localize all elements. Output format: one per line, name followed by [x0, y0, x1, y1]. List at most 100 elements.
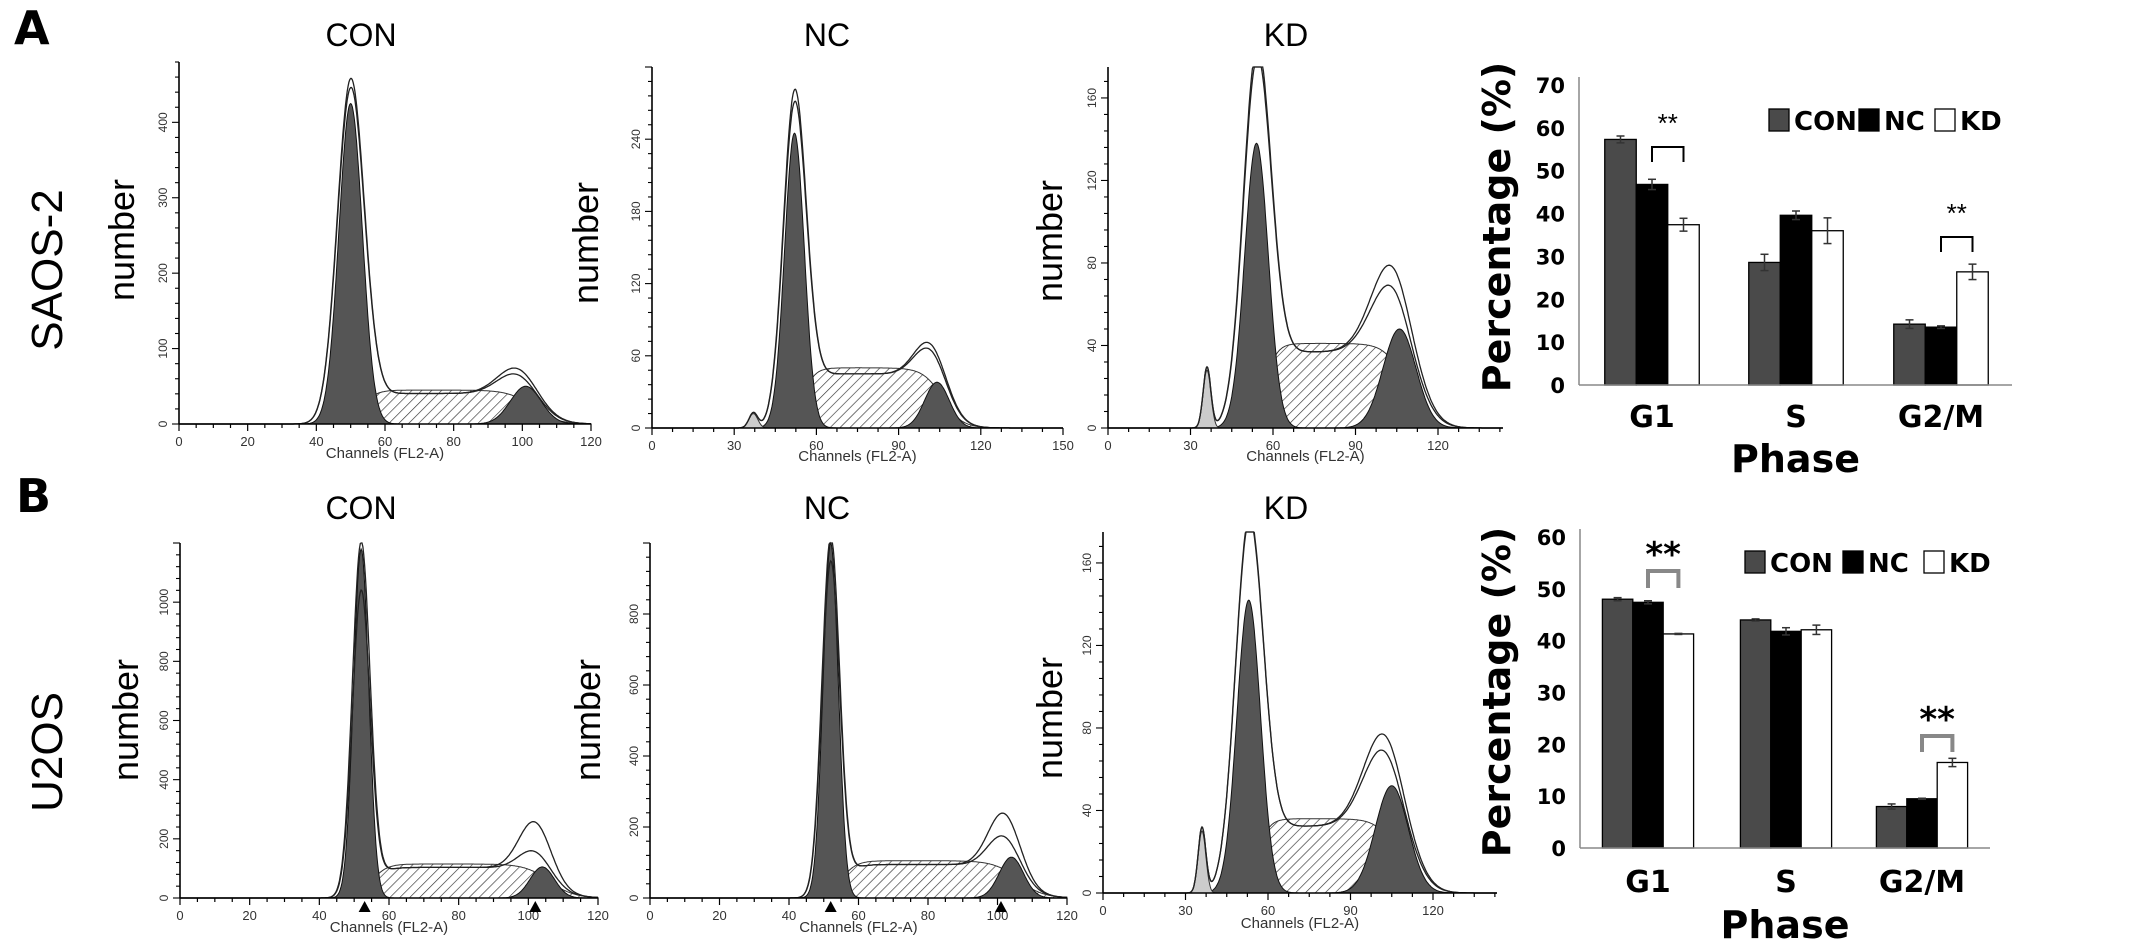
bar-kd-s: [1800, 629, 1833, 849]
y-tick-label: 50: [1537, 578, 1566, 602]
x-tick-label: 120: [580, 434, 602, 449]
x-tick-label: 100: [511, 434, 533, 449]
y-tick-label: 0: [1551, 837, 1566, 861]
legend-swatch-con: [1768, 108, 1790, 132]
y-tick-label: 0: [156, 420, 170, 427]
x-tick-label: 60: [378, 434, 392, 449]
x-tick-label: 60: [1261, 903, 1275, 918]
histogram-title: KD: [1264, 490, 1308, 526]
x-tick-label: 30: [1178, 903, 1192, 918]
x-tick-label: 60: [382, 908, 396, 923]
y-tick-label: 30: [1536, 245, 1565, 269]
bar-nc-g2m: [1924, 326, 1958, 386]
significance-stars: **: [1947, 198, 1967, 228]
g1-peak-area: [180, 547, 598, 899]
y-tick-label: 60: [1536, 117, 1565, 141]
significance-stars: **: [1645, 535, 1681, 575]
y-tick-label: 240: [629, 129, 643, 149]
peak-marker-triangle: [994, 901, 1007, 912]
s-phase-area: [652, 367, 1063, 429]
y-tick-label: 160: [1080, 553, 1094, 573]
peak-marker-triangle: [358, 901, 371, 912]
x-tick-label: 150: [1052, 438, 1074, 453]
y-tick-label: 120: [1080, 635, 1094, 655]
histogram-title: CON: [325, 17, 396, 53]
x-axis-label: Channels (FL2-A): [330, 919, 448, 936]
x-tick-label: 0: [176, 908, 183, 923]
y-axis-label: number: [1029, 657, 1070, 779]
y-tick-label: 30: [1537, 682, 1566, 706]
x-tick-label: 120: [970, 438, 992, 453]
histogram-b-kd: 0 30 60 90 120 0 40 80 120 160 KD Channels (FL2-A) n…: [1029, 490, 1497, 932]
total-fit-line: [650, 542, 1068, 899]
x-tick-label: 0: [1104, 438, 1111, 453]
y-tick-label: 120: [629, 273, 643, 293]
y-tick-label: 0: [627, 894, 641, 901]
y-tick-label: 160: [1085, 88, 1099, 108]
category-label: G2/M: [1879, 865, 1965, 900]
histogram-title: KD: [1264, 17, 1308, 53]
significance-bracket: [1940, 236, 1974, 252]
legend-label: NC: [1884, 107, 1925, 137]
x-tick-label: 80: [451, 908, 465, 923]
y-tick-label: 200: [156, 263, 170, 283]
y-tick-label: 400: [627, 746, 641, 766]
x-tick-label: 80: [446, 434, 460, 449]
y-tick-label: 40: [1080, 803, 1094, 817]
category-label: S: [1785, 400, 1807, 435]
y-tick-label: 70: [1536, 74, 1565, 98]
histogram-a-con: 0 20 40 60 80 100 120 0 100 200 300 400 CON Channels …: [101, 17, 602, 462]
y-tick-label: 0: [1085, 424, 1099, 431]
significance-stars: **: [1658, 108, 1678, 138]
x-axis-label: Channels (FL2-A): [1241, 915, 1359, 932]
total-fit-line: [179, 77, 591, 425]
x-tick-label: 120: [1056, 908, 1078, 923]
significance-bracket: [1920, 734, 1955, 752]
bar-kd-g1: [1662, 633, 1695, 849]
x-tick-label: 60: [809, 438, 823, 453]
x-tick-label: 0: [648, 438, 655, 453]
histogram-a-kd: 0 30 60 90 120 0 40 80 120 160 KD Channels (FL2-A) n…: [1029, 17, 1503, 465]
bar-nc-s: [1770, 630, 1802, 849]
y-tick-label: 0: [157, 894, 171, 901]
bar-con-g2m: [1875, 805, 1908, 849]
x-tick-label: 20: [242, 908, 256, 923]
bar-chart-a: G1 S G2/M 0 10 20 30 40 50 60 70 Percentage (%) Phas…: [1475, 62, 2012, 481]
y-tick-label: 80: [1085, 256, 1099, 270]
legend-swatch-kd: [1934, 108, 1956, 132]
legend-label: CON: [1770, 549, 1833, 579]
x-tick-label: 30: [1183, 438, 1197, 453]
x-tick-label: 40: [312, 908, 326, 923]
x-tick-label: 90: [1343, 903, 1357, 918]
category-label: G1: [1629, 400, 1675, 435]
x-axis-label: Channels (FL2-A): [1246, 448, 1364, 465]
y-tick-label: 300: [156, 187, 170, 207]
category-label: G1: [1625, 865, 1671, 900]
x-tick-label: 120: [1427, 438, 1449, 453]
category-label: G2/M: [1898, 400, 1984, 435]
x-tick-label: 60: [1266, 438, 1280, 453]
y-tick-label: 20: [1537, 733, 1566, 757]
x-axis-label: Channels (FL2-A): [326, 445, 444, 462]
bar-nc-s: [1779, 214, 1813, 386]
y-tick-label: 120: [1085, 170, 1099, 190]
x-tick-label: 80: [921, 908, 935, 923]
s-phase-area: [1103, 818, 1497, 894]
bar-nc-g1: [1632, 601, 1664, 849]
y-tick-label: 10: [1536, 331, 1565, 355]
y-tick-label: 200: [157, 829, 171, 849]
y-tick-label: 180: [629, 201, 643, 221]
peak-marker-triangle: [529, 901, 542, 912]
y-axis-label: number: [1029, 180, 1070, 302]
y-tick-label: 400: [157, 769, 171, 789]
y-axis-label: number: [567, 659, 608, 781]
g1-peak-area: [650, 541, 1067, 899]
legend-swatch-con: [1744, 550, 1766, 574]
y-axis-title: Percentage (%): [1475, 62, 1519, 393]
bar-nc-g1: [1635, 183, 1669, 386]
y-tick-label: 800: [627, 604, 641, 624]
legend-label: NC: [1868, 549, 1909, 579]
x-tick-label: 40: [782, 908, 796, 923]
y-tick-label: 0: [1080, 889, 1094, 896]
